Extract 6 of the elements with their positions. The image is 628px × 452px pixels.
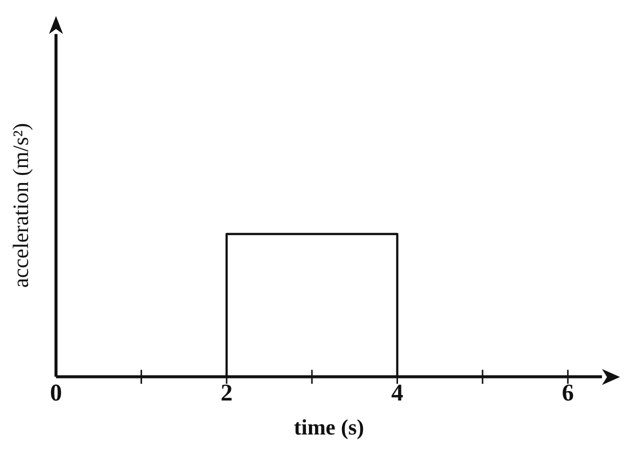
x-tick-label: 0 <box>50 380 62 406</box>
x-tick-label: 6 <box>562 380 574 406</box>
x-axis-title: time (s) <box>294 414 364 440</box>
y-axis-title: acceleration (m/s²) <box>8 123 33 288</box>
x-tick-label: 2 <box>220 380 233 406</box>
x-tick-label: 4 <box>391 380 404 406</box>
